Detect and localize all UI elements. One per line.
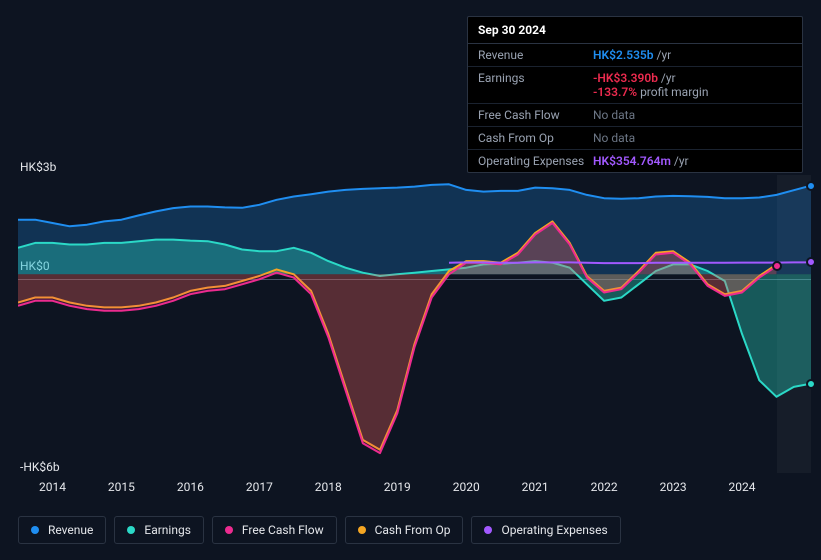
chart-legend: Revenue Earnings Free Cash Flow Cash From O… xyxy=(18,516,621,544)
x-axis-labels: 2014 2015 2016 2017 2018 2019 2020 2021 2022 2023… xyxy=(18,480,811,498)
x-tick-label: 2016 xyxy=(177,480,204,494)
tooltip-row: Free Cash FlowNo data xyxy=(468,104,802,127)
tooltip-row-value: -HK$3.390b /yr-133.7% profit margin xyxy=(593,71,792,99)
tooltip-row-label: Earnings xyxy=(478,71,593,99)
legend-label: Cash From Op xyxy=(375,523,451,537)
legend-label: Revenue xyxy=(48,523,93,537)
x-tick-label: 2017 xyxy=(246,480,273,494)
tooltip-row: Operating ExpensesHK$354.764m /yr xyxy=(468,150,802,172)
series-end-marker xyxy=(806,379,816,389)
tooltip-rows: RevenueHK$2.535b /yrEarnings-HK$3.390b /… xyxy=(468,44,802,172)
legend-item-opex[interactable]: Operating Expenses xyxy=(471,516,620,544)
tooltip-row: Earnings-HK$3.390b /yr-133.7% profit mar… xyxy=(468,67,802,104)
legend-dot-icon xyxy=(31,526,39,534)
series-end-marker xyxy=(806,181,816,191)
line-opex xyxy=(449,262,811,263)
legend-item-free_cash_flow[interactable]: Free Cash Flow xyxy=(212,516,337,544)
x-tick-label: 2021 xyxy=(522,480,549,494)
legend-item-cash_from_op[interactable]: Cash From Op xyxy=(345,516,464,544)
series-end-marker xyxy=(772,261,782,271)
financials-chart[interactable] xyxy=(18,175,811,473)
legend-label: Earnings xyxy=(144,523,191,537)
x-tick-label: 2019 xyxy=(384,480,411,494)
x-tick-label: 2024 xyxy=(729,480,756,494)
series-end-marker xyxy=(806,257,816,267)
x-tick-label: 2018 xyxy=(315,480,342,494)
tooltip-title: Sep 30 2024 xyxy=(468,17,802,44)
legend-dot-icon xyxy=(358,526,366,534)
x-tick-label: 2022 xyxy=(591,480,618,494)
tooltip-row-label: Free Cash Flow xyxy=(478,108,593,122)
y-tick-label: HK$3b xyxy=(20,160,56,174)
x-tick-label: 2020 xyxy=(453,480,480,494)
tooltip-row-value: No data xyxy=(593,131,792,145)
legend-dot-icon xyxy=(484,526,492,534)
tooltip-row-value: HK$354.764m /yr xyxy=(593,154,792,168)
x-tick-label: 2015 xyxy=(108,480,135,494)
tooltip-row-value: HK$2.535b /yr xyxy=(593,48,792,62)
legend-item-revenue[interactable]: Revenue xyxy=(18,516,106,544)
tooltip-row-value: No data xyxy=(593,108,792,122)
legend-label: Free Cash Flow xyxy=(242,523,324,537)
legend-item-earnings[interactable]: Earnings xyxy=(114,516,204,544)
tooltip-row-label: Cash From Op xyxy=(478,131,593,145)
tooltip-row: Cash From OpNo data xyxy=(468,127,802,150)
x-tick-label: 2023 xyxy=(660,480,687,494)
legend-label: Operating Expenses xyxy=(501,523,607,537)
tooltip-row-label: Revenue xyxy=(478,48,593,62)
chart-tooltip: Sep 30 2024 RevenueHK$2.535b /yrEarnings… xyxy=(467,16,803,173)
tooltip-row: RevenueHK$2.535b /yr xyxy=(468,44,802,67)
x-tick-label: 2014 xyxy=(39,480,66,494)
legend-dot-icon xyxy=(225,526,233,534)
tooltip-row-label: Operating Expenses xyxy=(478,154,593,168)
legend-dot-icon xyxy=(127,526,135,534)
